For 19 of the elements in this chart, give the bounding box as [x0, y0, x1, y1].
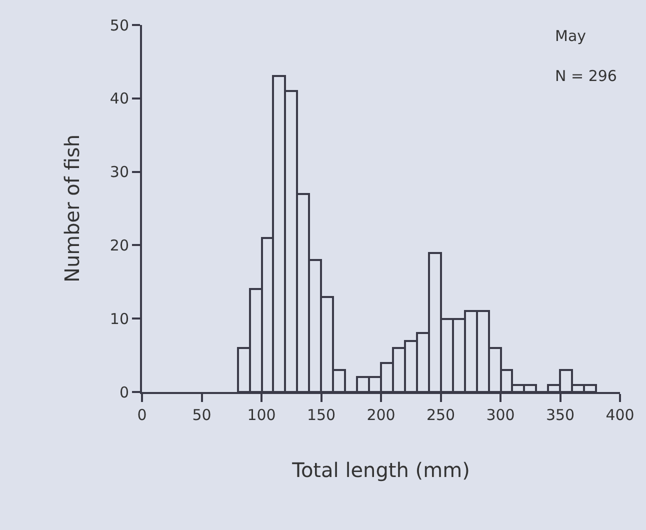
x-axis-title: Total length (mm)	[291, 458, 470, 482]
x-tick-label: 150	[306, 406, 336, 424]
x-tick-label: 200	[366, 406, 396, 424]
y-axis-title: Number of fish	[60, 134, 84, 283]
x-tick-label: 350	[546, 406, 575, 424]
y-tick-label: 0	[119, 383, 129, 402]
y-tick-label: 10	[110, 310, 129, 328]
x-tick-label: 250	[426, 406, 456, 424]
x-tick-label: 50	[192, 406, 212, 424]
x-tick-label: 400	[606, 406, 634, 424]
y-tick-label: 40	[110, 90, 129, 108]
y-tick-label: 30	[110, 163, 129, 182]
x-tick-label: 100	[247, 406, 276, 424]
annotation: N = 296	[555, 67, 617, 85]
x-tick-label: 300	[486, 406, 515, 424]
annotation: May	[555, 27, 586, 45]
x-tick-label: 0	[137, 406, 147, 424]
y-tick-label: 20	[110, 236, 129, 254]
y-tick-label: 50	[110, 16, 129, 34]
